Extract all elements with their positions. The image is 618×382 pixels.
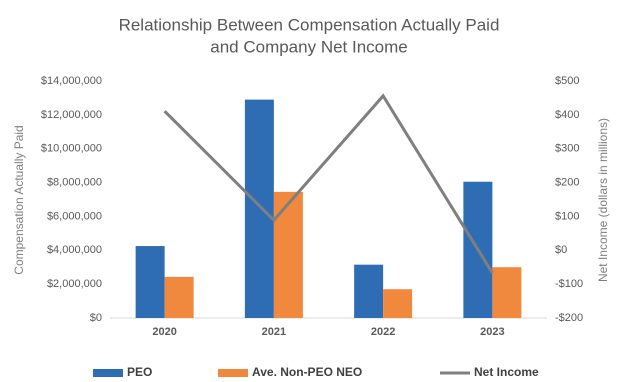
y2-tick-label: -$100 [555, 278, 583, 290]
chart-title: Relationship Between Compensation Actual… [119, 15, 500, 34]
legend-swatch [93, 369, 123, 377]
y-tick-label: $2,000,000 [47, 278, 102, 290]
legend-label: Ave. Non-PEO NEO [252, 365, 362, 379]
y2-tick-label: $500 [555, 75, 579, 87]
x-tick-label: 2021 [262, 326, 286, 338]
y2-tick-label: $400 [555, 109, 579, 121]
bar [273, 191, 303, 318]
bar [164, 276, 194, 318]
y-tick-label: $10,000,000 [41, 143, 102, 155]
bar [383, 289, 413, 318]
y-tick-label: $12,000,000 [41, 109, 102, 121]
y-tick-label: $0 [90, 312, 102, 324]
y2-tick-label: $100 [555, 210, 579, 222]
line [163, 93, 494, 274]
bar [354, 264, 384, 318]
y2-axis-title: Net Income (dollars in millions) [596, 118, 610, 282]
legend-label: Net Income [474, 365, 539, 379]
bar [492, 267, 522, 318]
y-axis-title: Compensation Actually Paid [12, 125, 26, 274]
legend-label: PEO [127, 365, 152, 379]
x-tick-label: 2020 [152, 326, 176, 338]
bar [135, 246, 165, 318]
y-tick-label: $14,000,000 [41, 75, 102, 87]
y2-tick-label: $0 [555, 244, 567, 256]
y-tick-label: $4,000,000 [47, 244, 102, 256]
chart-title: and Company Net Income [210, 37, 408, 56]
legend-swatch [218, 369, 248, 377]
x-tick-label: 2022 [371, 326, 395, 338]
bar [244, 99, 274, 318]
y-tick-label: $6,000,000 [47, 210, 102, 222]
y-tick-label: $8,000,000 [47, 176, 102, 188]
y2-tick-label: $300 [555, 143, 579, 155]
y2-tick-label: -$200 [555, 312, 583, 324]
y2-tick-label: $200 [555, 176, 579, 188]
x-tick-label: 2023 [480, 326, 504, 338]
